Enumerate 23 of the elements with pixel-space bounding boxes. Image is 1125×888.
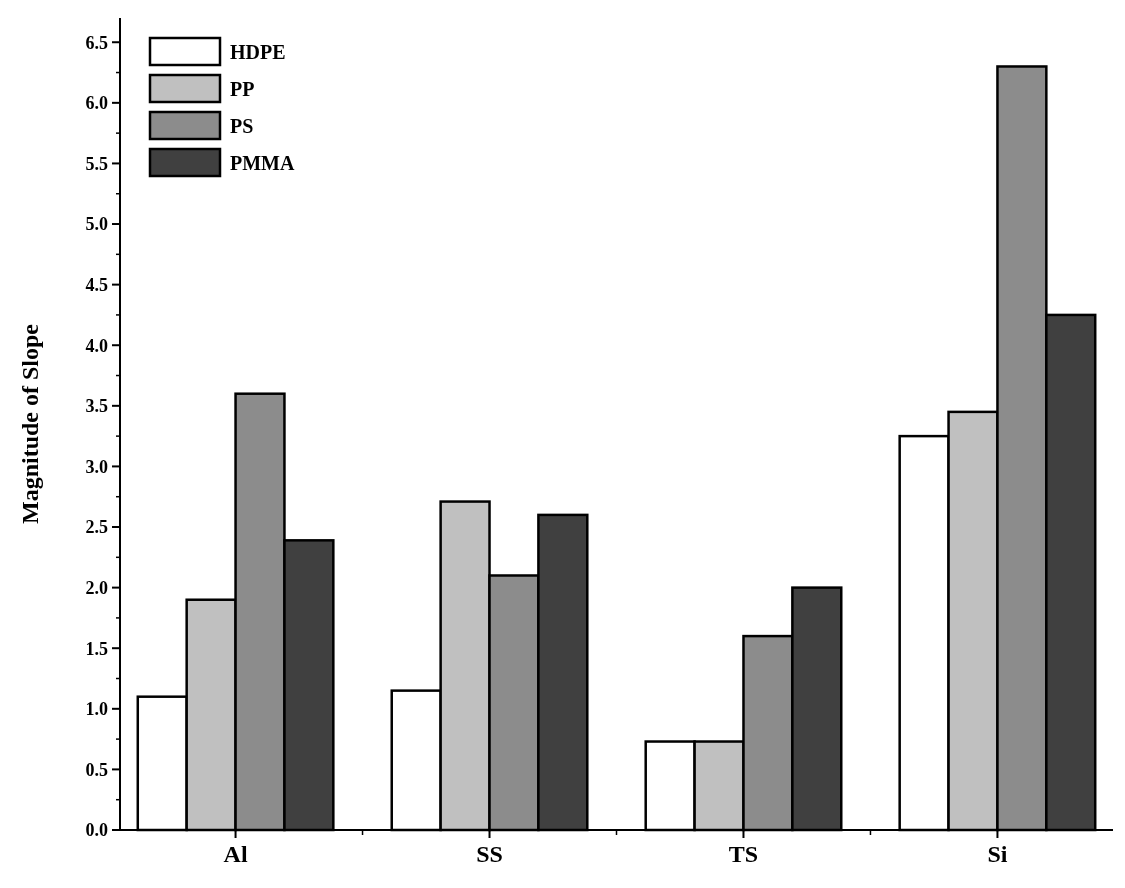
y-tick-label: 6.0 [85, 93, 108, 114]
x-tick-label: TS [728, 841, 759, 867]
y-tick-label: 5.5 [85, 153, 108, 174]
legend-label: PP [230, 78, 255, 100]
x-tick-label: Si [987, 841, 1008, 867]
y-tick-label: 4.5 [85, 274, 108, 295]
x-tick-label: Al [223, 841, 248, 867]
legend-label: PS [230, 115, 254, 137]
y-tick-label: 5.0 [85, 214, 108, 235]
legend-label: HDPE [230, 41, 286, 63]
y-tick-label: 2.0 [85, 577, 108, 598]
legend-label: PMMA [230, 152, 295, 174]
y-axis-title: Magnitude of Slope [17, 323, 43, 525]
y-tick-label: 0.0 [85, 820, 108, 841]
y-tick-label: 1.0 [85, 699, 108, 720]
y-tick-label: 6.5 [85, 32, 108, 53]
y-tick-label: 3.0 [85, 456, 108, 477]
y-tick-label: 4.0 [85, 335, 108, 356]
y-tick-label: 3.5 [85, 396, 108, 417]
y-tick-label: 2.5 [85, 517, 108, 538]
y-tick-label: 1.5 [85, 638, 108, 659]
y-tick-label: 0.5 [85, 759, 108, 780]
x-tick-label: SS [476, 841, 503, 867]
